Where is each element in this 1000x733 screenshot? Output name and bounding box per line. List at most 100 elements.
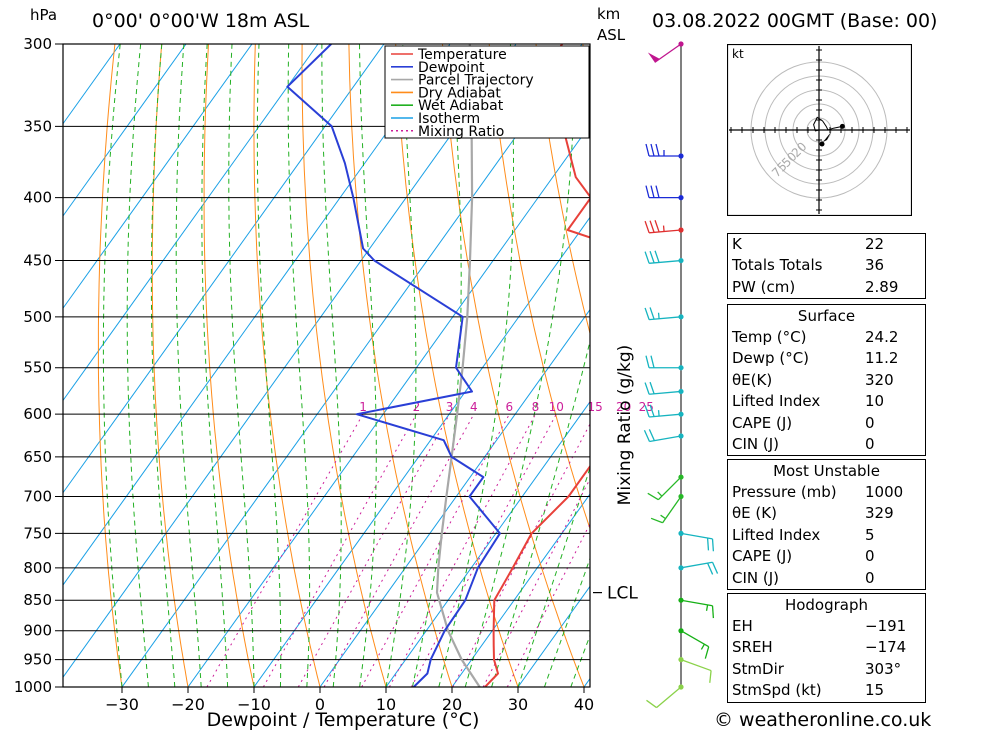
hodograph-stats-box: Hodograph EH −191 SREH −174 StmDir 303° StmSpd… [727,593,926,703]
mixing-ratio-label: 3 [446,400,454,414]
wind-barb [646,684,684,709]
index-value: 0 [865,434,875,453]
index-row: CIN (J) 0 [728,568,925,589]
wet-adiabat-line [321,44,342,687]
index-row: Pressure (mb) 1000 [728,482,925,503]
mixing-ratio-label: 10 [549,400,564,414]
dry-adiabat-line [535,44,590,336]
dry-adiabat-line [97,44,123,687]
wind-barb [678,597,715,619]
hodograph-stats-title: Hodograph [784,596,869,614]
index-row: Dewp (°C) 11.2 [728,348,925,369]
index-value: 15 [865,681,885,700]
wind-barb [678,561,719,575]
pressure-unit: hPa [30,6,58,24]
mixing-ratio-label: 1 [359,400,367,414]
wind-barb [644,307,684,321]
pressure-tick-label: 600 [23,405,52,423]
wet-adiabat-line [411,44,462,687]
index-value: 0 [865,413,875,432]
index-label: θE(K) [732,370,773,389]
index-value: 2.89 [865,277,899,296]
isotherm-line [63,44,253,310]
most-unstable-box: Most Unstable Pressure (mb) 1000 θE (K) 329… [727,459,926,590]
isotherm-line [121,44,583,687]
wind-barb [647,41,684,63]
index-row: Lifted Index 5 [728,525,925,546]
legend-label: Mixing Ratio [418,124,504,140]
wet-adiabat-line [102,44,123,687]
hodograph-start-dot [819,141,825,147]
wind-barb [644,250,684,264]
index-label: θE (K) [732,504,777,523]
temperature-tick-label: −10 [237,695,271,714]
index-label: Lifted Index [732,392,821,411]
index-label: CIN (J) [732,434,780,453]
profile-curves [286,44,590,687]
isotherm-line [63,44,517,679]
index-value: 11.2 [865,349,899,368]
index-row: Temp (°C) 24.2 [728,327,925,348]
legend-label: Isotherm [418,111,480,127]
index-value: −191 [865,617,907,635]
index-row: K 22 [728,234,925,255]
index-label: CAPE (J) [732,413,793,432]
mixing-ratio-label: 8 [532,400,540,414]
index-value: 36 [865,256,885,275]
lcl-marker: LCL [593,584,638,604]
pressure-tick-label: 650 [23,448,52,466]
isotherm-line [63,44,319,402]
index-value: 0 [865,547,875,566]
indices-box: K 22 Totals Totals 36 PW (cm) 2.89 [727,233,926,300]
legend-label: Dry Adiabat [418,85,501,101]
temperature-tick-label: 10 [376,695,396,714]
x-axis-title: Dewpoint / Temperature (°C) [207,709,480,731]
mixing-ratio-line [388,413,536,687]
isotherm-line [319,308,590,687]
pressure-tick-label: 750 [23,524,52,542]
index-label: Lifted Index [732,525,821,544]
mixing-ratio-label: 6 [506,400,514,414]
wet-adiabat-line [359,44,377,687]
sounding-datetime: 03.08.2022 00GMT (Base: 00) [652,10,938,32]
index-label: CAPE (J) [732,547,793,566]
index-value: −174 [865,638,907,657]
mixing-ratio-label: 2 [413,400,421,414]
surface-title: Surface [797,307,856,325]
wind-barb [643,429,684,443]
hodograph-line [813,116,843,132]
dewpoint-curve [286,44,501,687]
legend-label: Parcel Trajectory [418,73,534,89]
hodograph-trace [813,116,845,147]
temperature-tick-label: 20 [442,695,462,714]
pressure-tick-label: 450 [23,252,52,270]
mixing-ratio-line [297,413,450,687]
index-value: 303° [865,659,902,678]
index-row: CAPE (J) 0 [728,546,925,567]
index-row: CIN (J) 0 [728,434,925,455]
pressure-tick-label: 550 [23,359,52,377]
index-value: 320 [865,370,894,389]
index-label: PW (cm) [732,277,796,296]
temperature-tick-label: 0 [315,695,325,714]
credit-link[interactable]: © weatheronline.co.uk [714,709,932,731]
index-label: Temp (°C) [732,328,807,346]
isotherm-line [63,44,121,125]
pressure-axis: 300 350 400 450 500 550 600 650 700 750 800 850 900 9… [14,35,52,696]
pressure-tick-label: 800 [23,559,52,577]
temperature-axis: −30 −20 −10 0 10 20 30 40 [105,687,594,714]
index-label: StmDir [732,659,784,678]
wind-barb [645,355,684,371]
wind-barb [678,657,712,683]
plot-frame [62,43,591,688]
dry-adiabat-line [203,44,255,687]
index-row: θE (K) 329 [728,503,925,524]
wind-barb [647,474,684,501]
wind-barb [644,220,684,234]
hodograph-end-dot [839,123,845,129]
wind-barb [644,404,684,418]
index-row: SREH −174 [728,637,925,658]
isotherm-line [253,216,590,687]
